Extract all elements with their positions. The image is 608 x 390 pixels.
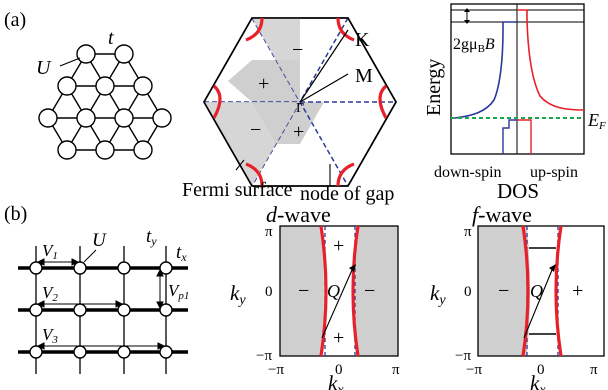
dos-up-spin: up-spin — [530, 164, 578, 181]
triangular-lattice — [47, 53, 163, 151]
dos-ylabel: Energy — [423, 59, 445, 116]
f-xtick-mid: 0 — [537, 362, 545, 378]
d-sign-top: + — [333, 235, 344, 257]
bz-gamma-label: Γ — [296, 101, 304, 116]
panel-b-label: (b) — [4, 203, 27, 225]
f-sign-right: + — [572, 280, 583, 302]
f-sign-left: − — [498, 280, 509, 302]
d-sign-left: − — [298, 280, 309, 302]
dos-xlabel: DOS — [497, 179, 539, 203]
lattice-t-label: t — [108, 27, 114, 49]
U-pointer — [59, 57, 81, 67]
d-sign-bottom: + — [333, 327, 344, 349]
square-U-label: U — [92, 230, 107, 251]
d-xtick-left: −π — [268, 362, 284, 378]
interaction-arrows — [36, 249, 166, 350]
d-Q-label: Q — [327, 281, 340, 301]
lattice-sites — [38, 44, 172, 160]
d-xtick-right: π — [392, 362, 400, 378]
f-node-marks — [529, 247, 556, 335]
d-xtick-mid: 0 — [335, 362, 343, 378]
V3-label: V3 — [42, 325, 58, 346]
f-ky-label: ky — [430, 281, 446, 308]
V1-label: V1 — [42, 241, 58, 262]
dos-plot — [450, 3, 585, 155]
square-lattice-sites — [29, 261, 173, 359]
f-wave-title: f-wave — [472, 202, 532, 227]
f-wave-map — [477, 225, 605, 357]
d-wave-title: d-wave — [266, 202, 331, 227]
f-Q-label: Q — [530, 281, 543, 301]
d-ky-label: ky — [230, 281, 246, 308]
V2-label: V2 — [42, 283, 58, 304]
lattice-U-label: U — [36, 57, 52, 79]
bz-sign-top: − — [292, 39, 303, 61]
d-wave-map — [279, 225, 399, 357]
node-of-gap-label: node of gap — [300, 183, 394, 205]
f-kx-label: kx — [530, 371, 546, 390]
bz-sign-left: + — [258, 73, 269, 95]
d-sign-right: − — [364, 280, 375, 302]
f-ytick-top: π — [464, 224, 472, 240]
f-ytick-mid: 0 — [464, 284, 472, 300]
d-kx-label: kx — [328, 371, 344, 390]
bz-sign-bottom: + — [293, 121, 304, 143]
ty-label: ty — [146, 226, 157, 248]
d-ytick-top: π — [265, 224, 273, 240]
f-xtick-left: −π — [466, 362, 482, 378]
bz-sign-lower-left: − — [250, 119, 261, 141]
d-ytick-mid: 0 — [265, 284, 273, 300]
dos-splitting: 2gμBB — [453, 36, 495, 55]
f-xtick-right: π — [590, 362, 598, 378]
fermi-surface-label: Fermi surface — [182, 179, 293, 201]
dos-down-spin: down-spin — [434, 164, 502, 181]
d-ytick-bottom: −π — [256, 348, 272, 364]
panel-a-label: (a) — [4, 9, 26, 31]
brillouin-zone — [203, 17, 397, 187]
bz-K-label: K — [355, 29, 370, 51]
tx-label: tx — [176, 242, 187, 264]
bz-M-label: M — [355, 65, 373, 87]
dos-fermi-label: EF — [587, 110, 606, 132]
f-ytick-bottom: −π — [455, 348, 471, 364]
Vp1-label: Vp1 — [168, 281, 189, 302]
fermi-surface-pointer — [235, 159, 245, 171]
